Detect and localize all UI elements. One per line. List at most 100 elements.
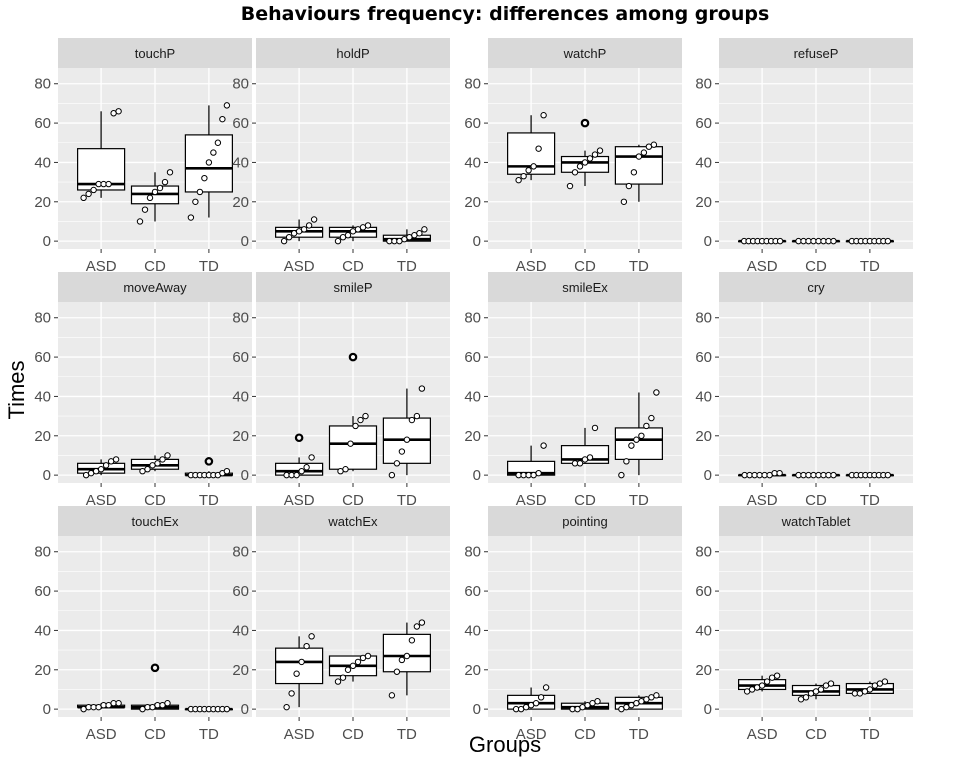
strip-background [488,506,682,536]
strip-background [488,272,682,302]
data-point [881,678,889,685]
x-tick-label-TD: TD [629,492,649,509]
strip-label: smileEx [562,280,608,295]
x-tick-label-ASD: ASD [747,726,778,743]
boxplot-moveAway-TD [184,457,233,479]
data-point [388,471,396,479]
x-tick-label-TD: TD [397,492,417,509]
data-point [576,460,584,467]
y-tick-label: 0 [241,467,249,484]
boxplot-watchTablet-ASD [738,672,787,695]
y-tick-label: 20 [232,662,249,679]
box-iqr [614,427,663,460]
strip-background [256,38,450,68]
data-point [90,186,97,194]
boxplot-smileP-CD [328,352,378,475]
x-tick-label-CD: CD [342,492,364,509]
data-point [586,155,594,162]
facet-panel-watchTablet: watchTablet 0 20 40 60 80 ASD CD TD [695,506,913,743]
data-point [388,692,396,699]
facet-panel-watchEx: watchEx 0 20 40 60 80 ASD CD TD [232,506,450,743]
y-tick-label: 0 [43,467,51,484]
data-point [298,658,305,666]
data-point [802,694,810,701]
strip-label: smileP [333,280,372,295]
x-tick-label-ASD: ASD [516,492,547,509]
data-point [141,206,149,213]
boxplot-watchEx-TD [382,619,431,699]
data-point [308,633,315,640]
strip-background [58,272,252,302]
data-point [393,668,401,675]
y-tick-label: 40 [232,388,249,405]
box-iqr [275,647,324,685]
data-point [285,233,293,241]
y-tick-label: 0 [43,701,51,718]
data-point [635,153,643,160]
x-tick-label-CD: CD [144,258,166,275]
data-point [591,424,599,432]
data-point [535,145,542,152]
data-point [354,658,362,666]
data-point [884,471,892,479]
y-tick-label: 20 [695,428,712,445]
data-point [362,412,369,420]
data-point [344,232,352,239]
data-point [403,436,411,443]
boxplot-pointing-ASD [507,684,556,713]
boxplot-moveAway-ASD [77,456,126,479]
data-point [201,174,208,182]
data-point [532,700,540,707]
y-tick-label: 20 [232,428,249,445]
boxplot-refuseP-TD [845,237,894,245]
strip-background [719,506,913,536]
data-point [537,694,545,701]
data-point [418,619,426,626]
boxplot-touchEx-TD [184,705,233,713]
data-point [305,222,313,229]
data-point [884,237,892,245]
y-tick-label: 40 [34,388,51,405]
data-point [566,182,574,190]
data-point [210,149,217,156]
data-point [293,471,300,479]
y-tick-label: 0 [473,467,481,484]
data-point [293,670,300,677]
data-point [418,385,426,392]
data-point [146,194,154,202]
box-iqr [328,425,378,470]
data-point [364,652,372,660]
data-point [196,188,204,196]
data-point [653,389,660,396]
boxplot-smileP-TD [382,385,431,479]
outlier-point [294,433,304,443]
data-point [214,139,222,146]
x-tick-label-ASD: ASD [284,258,315,275]
x-tick-label-ASD: ASD [516,726,547,743]
facet-panel-refuseP: refuseP 0 20 40 60 80 ASD CD TD [695,38,913,275]
facet-panel-pointing: pointing 0 20 40 60 80 ASD CD TD [464,506,682,743]
boxplot-holdP-TD [382,226,431,245]
data-point [581,159,589,166]
boxplot-smileEx-CD [560,424,610,467]
data-point [151,188,159,196]
x-tick-label-ASD: ASD [747,492,778,509]
x-tick-label-ASD: ASD [86,492,117,509]
x-tick-label-TD: TD [397,726,417,743]
boxplot-watchTablet-TD [845,678,894,697]
facet-panel-touchEx: touchEx 0 20 40 60 80 ASD CD TD [34,506,252,743]
data-point [758,682,766,689]
data-point [344,666,352,673]
y-tick-label: 0 [704,467,712,484]
data-point [866,686,874,693]
data-point [413,412,421,420]
strip-label: touchEx [132,514,179,529]
data-point [161,178,169,186]
y-tick-label: 20 [464,194,481,211]
boxplot-touchEx-CD [130,663,180,713]
data-point [352,422,359,430]
data-point [520,173,527,180]
data-point [630,169,638,176]
facet-panel-holdP: holdP 0 20 40 60 80 ASD CD TD [232,38,450,275]
data-point [540,442,547,449]
